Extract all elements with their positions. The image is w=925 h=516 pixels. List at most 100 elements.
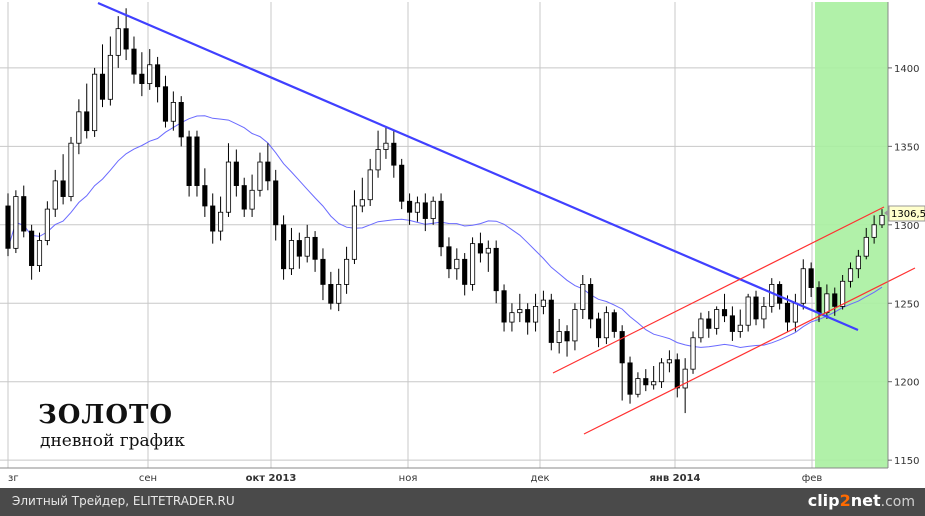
- candle-body-38: [304, 236, 310, 257]
- x-tick-label-3: ноя: [399, 473, 418, 484]
- candle-body-77: [611, 312, 617, 332]
- x-tick-label-1: сен: [139, 473, 157, 484]
- x-axis: зг сен окт 2013 ноя дек янв 2014 фев: [8, 473, 822, 484]
- candle-body-99: [784, 302, 791, 323]
- candle-body-14: [115, 28, 121, 56]
- candle-body-63: [501, 290, 507, 323]
- candle-body-71: [564, 331, 570, 342]
- y-tick-label-4: 1350: [894, 142, 919, 153]
- footer-brand-logo[interactable]: clip2net.com: [808, 491, 915, 510]
- candle-body-82: [651, 381, 657, 386]
- candle-body-11: [92, 73, 98, 132]
- candle-body-89: [706, 318, 712, 329]
- brand-part-com: .com: [880, 494, 915, 510]
- candle-body-26: [210, 205, 216, 232]
- candle-body-41: [328, 284, 334, 304]
- candles: [5, 8, 885, 414]
- candle-body-20: [162, 86, 169, 122]
- candle-body-86: [682, 368, 688, 389]
- y-tick-label-5: 1400: [894, 64, 919, 75]
- y-tick-label-1: 1200: [894, 378, 919, 389]
- candle-body-110: [871, 224, 877, 238]
- candle-body-75: [595, 318, 602, 339]
- candle-body-13: [107, 54, 113, 100]
- candle-body-85: [674, 359, 680, 389]
- candle-body-50: [399, 164, 405, 202]
- candle-body-18: [147, 64, 153, 84]
- candle-body-62: [493, 247, 499, 292]
- candle-body-109: [863, 236, 869, 257]
- highlight-zone: [815, 2, 888, 468]
- candle-body-24: [194, 136, 200, 186]
- candle-body-97: [769, 284, 775, 307]
- ma-line: [7, 115, 883, 349]
- candle-body-73: [580, 284, 586, 310]
- candle-body-45: [359, 199, 365, 207]
- candle-body-96: [761, 305, 767, 320]
- candle-body-93: [737, 324, 743, 332]
- brand-part-2: 2: [839, 491, 851, 510]
- candle-body-19: [155, 64, 161, 88]
- candle-body-35: [281, 224, 287, 270]
- y-axis: 1150 1200 1250 1300 1350 1400: [888, 64, 919, 467]
- candle-body-34: [273, 180, 279, 226]
- candle-body-80: [635, 378, 641, 395]
- chart-subtitle: дневной график: [40, 431, 185, 451]
- candle-body-40: [320, 258, 326, 285]
- candle-body-104: [824, 293, 830, 314]
- candle-body-105: [832, 293, 838, 307]
- candle-body-72: [572, 309, 578, 342]
- candle-body-111: [879, 214, 885, 226]
- x-tick-label-5: янв 2014: [650, 473, 701, 484]
- candle-body-22: [178, 102, 184, 138]
- candle-body-48: [383, 142, 389, 150]
- y-tick-label-3: 1300: [894, 221, 919, 232]
- candle-body-37: [296, 240, 302, 257]
- candle-body-32: [257, 161, 263, 191]
- candle-body-12: [99, 73, 106, 100]
- chart-title: ЗОЛОТО: [38, 400, 174, 430]
- candle-body-31: [249, 189, 255, 210]
- candle-body-42: [336, 284, 342, 304]
- candle-body-8: [68, 142, 74, 197]
- candle-body-47: [375, 149, 381, 171]
- candle-body-60: [477, 243, 483, 254]
- candle-body-52: [414, 202, 421, 213]
- footer-source: Элитный Трейдер, ELITETRADER.RU: [12, 494, 235, 508]
- candle-body-27: [218, 211, 224, 232]
- last-price-tag: 1306,5: [884, 205, 925, 222]
- candle-body-91: [721, 309, 728, 317]
- last-price-label: 1306,5: [891, 209, 925, 220]
- x-tick-label-2: окт 2013: [246, 473, 297, 484]
- candle-body-5: [44, 208, 50, 241]
- brand-part-clip: clip: [807, 491, 840, 510]
- candle-body-0: [5, 205, 11, 249]
- candle-body-57: [454, 258, 460, 270]
- candle-body-79: [627, 362, 633, 395]
- candle-body-33: [265, 161, 271, 182]
- downtrend-line: [97, 1, 859, 332]
- candle-body-101: [800, 268, 806, 304]
- candle-body-17: [139, 73, 145, 84]
- candle-body-68: [540, 299, 546, 307]
- candle-body-36: [288, 240, 295, 270]
- candle-body-7: [60, 180, 66, 197]
- candle-body-74: [588, 284, 594, 320]
- x-tick-label-4: дек: [530, 473, 549, 484]
- candle-body-58: [462, 258, 468, 285]
- candle-body-84: [666, 359, 672, 364]
- x-tick-label-0: зг: [8, 473, 19, 484]
- candle-body-56: [446, 246, 452, 270]
- candle-body-69: [548, 299, 554, 343]
- candle-body-106: [840, 280, 846, 307]
- candle-body-39: [312, 236, 318, 260]
- y-tick-label-2: 1250: [894, 299, 919, 310]
- candle-body-67: [532, 305, 539, 323]
- candle-body-95: [753, 296, 759, 320]
- candle-body-25: [202, 185, 208, 207]
- plot-background: [0, 0, 925, 488]
- candle-body-23: [186, 136, 192, 186]
- candle-body-54: [430, 200, 436, 219]
- candle-body-90: [714, 309, 720, 329]
- candle-body-66: [525, 309, 531, 323]
